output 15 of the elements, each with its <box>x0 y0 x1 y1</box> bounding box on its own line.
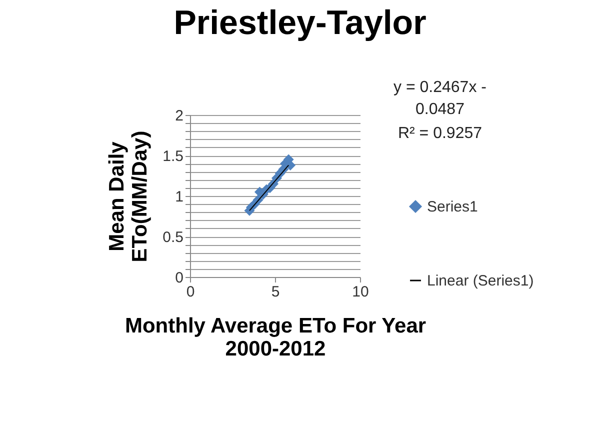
y-tick-label: 2 <box>175 108 184 124</box>
x-tick-label: 5 <box>271 284 280 300</box>
text: y = 0.2467x - 0.0487 <box>394 79 486 118</box>
chart-title: Priestley-Taylor <box>174 4 426 42</box>
y-tick-label: 1 <box>175 188 184 206</box>
legend-label: Linear (Series1) <box>427 272 534 290</box>
y-tick-label: 0.5 <box>162 229 184 246</box>
x-tick-label: 0 <box>186 284 195 300</box>
y-axis-title: Mean Daily ETo(MM/Day) <box>106 130 152 262</box>
legend-label: Series1 <box>427 198 478 216</box>
y-tick-label: 1.5 <box>162 148 184 165</box>
x-axis-title: Monthly Average ETo For Year 2000-2012 <box>124 314 426 360</box>
x-tick-label: 10 <box>352 284 369 300</box>
text: R² = 0.9257 <box>398 125 482 142</box>
y-tick-label: 0 <box>175 270 184 286</box>
